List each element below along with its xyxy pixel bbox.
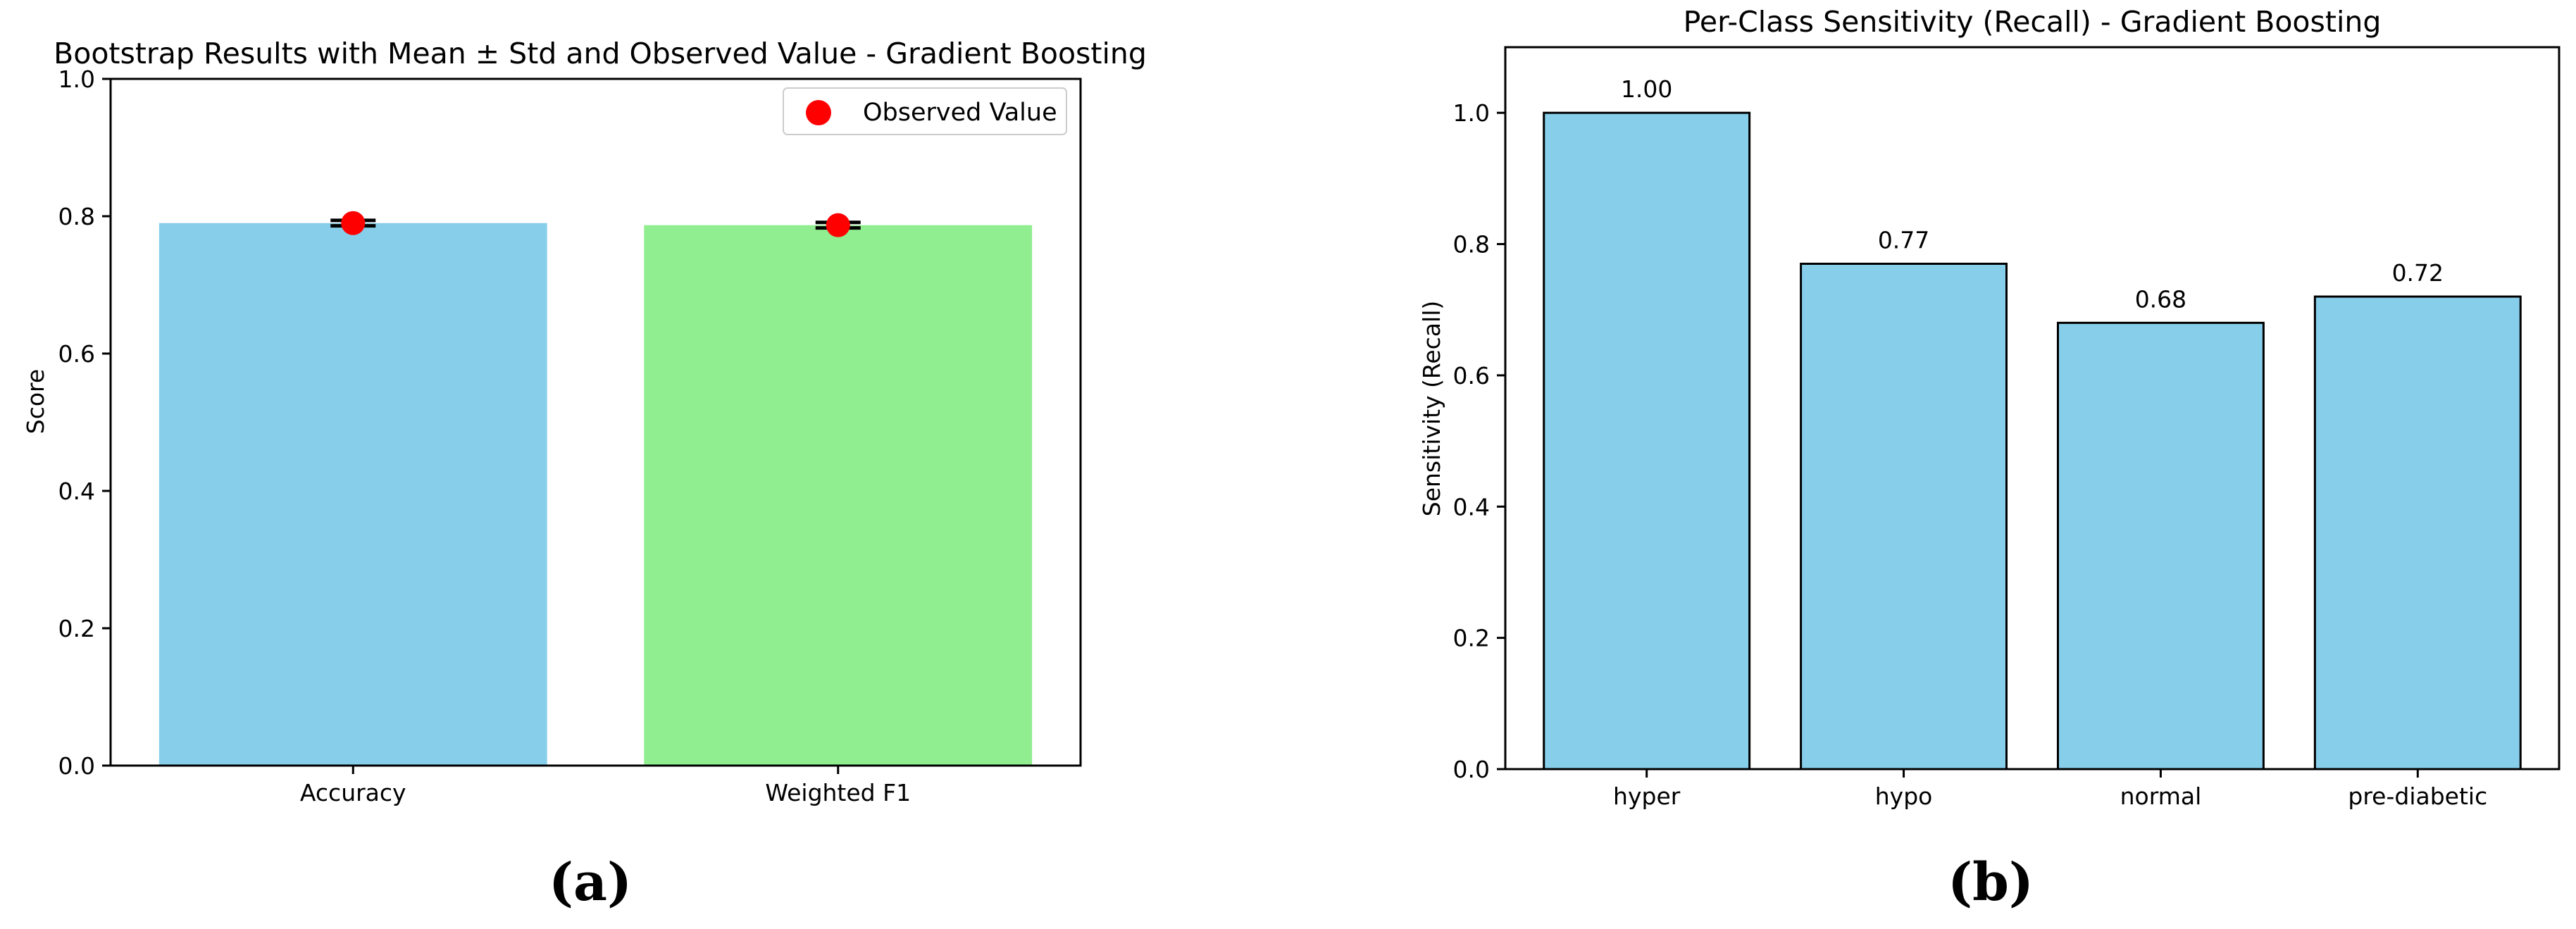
y-tick-label: 0.8 (58, 203, 95, 230)
chart-bootstrap-results: Bootstrap Results with Mean ± Std and Ob… (22, 37, 1147, 913)
x-tick-label: Weighted F1 (765, 779, 911, 806)
bar-hypo (1800, 263, 2008, 771)
bar-normal (2056, 321, 2265, 771)
chart-per-class-sensitivity: Per-Class Sensitivity (Recall) - Gradien… (1418, 5, 2561, 913)
x-tick-label: hyper (1613, 783, 1681, 810)
data-label: 0.72 (2392, 259, 2444, 287)
y-tick-label: 0.0 (58, 752, 95, 780)
x-tick-label: hypo (1875, 783, 1933, 810)
panel-label-a: (a) (549, 852, 632, 913)
x-tick-label: pre-diabetic (2348, 783, 2487, 810)
y-tick-label: 0.2 (58, 615, 95, 642)
y-tick-label: 0.8 (1453, 231, 1490, 258)
y-tick-label: 0.0 (1453, 756, 1490, 783)
y-tick-label: 1.0 (1453, 99, 1490, 127)
data-label: 0.77 (1878, 227, 1929, 254)
y-tick-label: 0.6 (58, 340, 95, 368)
y-tick-label: 0.6 (1453, 362, 1490, 389)
data-label: 0.68 (2135, 285, 2186, 313)
y-tick-label: 0.4 (1453, 493, 1490, 520)
legend: Observed Value (783, 87, 1067, 135)
bar-hyper (1543, 111, 1751, 771)
y-axis-label: Score (22, 369, 49, 434)
legend-marker-observed (806, 100, 831, 125)
bar-accuracy (158, 223, 547, 766)
chart-title: Bootstrap Results with Mean ± Std and Ob… (54, 37, 1147, 70)
bar-pre-diabetic (2313, 295, 2522, 771)
data-label: 1.00 (1621, 75, 1672, 103)
y-tick-label: 1.0 (58, 66, 95, 93)
legend-entry-observed: Observed Value (863, 99, 1057, 127)
legend-box (783, 87, 1067, 135)
panel-label-b: (b) (1948, 852, 2034, 913)
x-tick-label: Accuracy (300, 779, 406, 806)
y-axis-label: Sensitivity (Recall) (1418, 301, 1445, 517)
y-tick-label: 0.4 (58, 478, 95, 505)
plot-frame (1504, 46, 2561, 771)
chart-title: Per-Class Sensitivity (Recall) - Gradien… (1684, 5, 2382, 39)
y-tick-label: 0.2 (1453, 625, 1490, 652)
bar-weighted-f1 (644, 225, 1033, 766)
observed-point (341, 211, 366, 235)
observed-point (826, 213, 850, 237)
plot-frame (109, 77, 1082, 767)
x-tick-label: normal (2120, 783, 2202, 810)
